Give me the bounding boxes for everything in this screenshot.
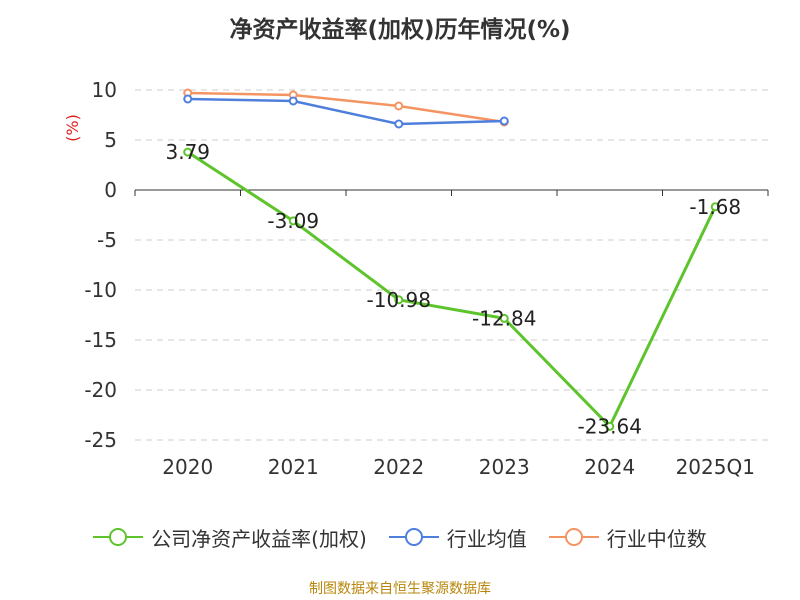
legend-item-industry-mean[interactable]: 行业均值: [388, 523, 527, 552]
legend-marker-company: [93, 528, 144, 546]
series-line-1: [187, 97, 505, 126]
series-line-2: [187, 91, 505, 124]
y-tick-label: 5: [104, 128, 117, 152]
legend-label-industry-median: 行业中位数: [606, 526, 707, 551]
x-tick-label: 2021: [268, 455, 319, 479]
y-tick-label: 0: [104, 178, 117, 202]
data-label: -12.84: [472, 306, 536, 330]
series-point-0: [288, 216, 298, 226]
series-point-2: [394, 101, 404, 111]
series-point-0: [499, 313, 509, 323]
series-point-0: [183, 147, 193, 157]
data-label: -3.09: [267, 209, 319, 233]
legend: 公司净资产收益率(加权) 行业均值 行业中位数: [0, 520, 800, 554]
series-point-1: [288, 96, 298, 106]
legend-label-company: 公司净资产收益率(加权): [151, 526, 367, 551]
x-tick-label: 2020: [162, 455, 213, 479]
y-tick-label: -5: [97, 228, 117, 252]
series-point-1: [394, 119, 404, 129]
source-note: 制图数据来自恒生聚源数据库: [309, 581, 491, 597]
data-label: 3.79: [165, 140, 210, 164]
legend-item-industry-median[interactable]: 行业中位数: [548, 523, 707, 552]
y-tick-label: -15: [84, 328, 117, 352]
x-tick-label: 2025Q1: [676, 455, 755, 479]
y-axis-label: (%): [63, 114, 82, 142]
x-tick-label: 2023: [479, 455, 530, 479]
y-tick-label: -20: [84, 378, 117, 402]
series-point-1: [499, 116, 509, 126]
series-point-0: [605, 421, 615, 431]
chart-title: 净资产收益率(加权)历年情况(%): [229, 17, 571, 43]
data-label: -1.68: [689, 195, 741, 219]
y-tick-label: -10: [84, 278, 117, 302]
data-label: -10.98: [367, 288, 431, 312]
data-label: -23.64: [578, 414, 642, 438]
series-line-0: [186, 150, 717, 428]
legend-marker-industry-mean: [388, 528, 439, 546]
legend-item-company[interactable]: 公司净资产收益率(加权): [93, 523, 367, 552]
x-tick-label: 2022: [373, 455, 424, 479]
y-tick-label: 10: [92, 78, 117, 102]
series-point-0: [394, 295, 404, 305]
legend-marker-industry-median: [548, 528, 599, 546]
y-tick-label: -25: [84, 428, 117, 452]
x-tick-label: 2024: [584, 455, 635, 479]
series-point-0: [710, 202, 720, 212]
legend-label-industry-mean: 行业均值: [446, 526, 527, 551]
series-point-1: [183, 94, 193, 104]
